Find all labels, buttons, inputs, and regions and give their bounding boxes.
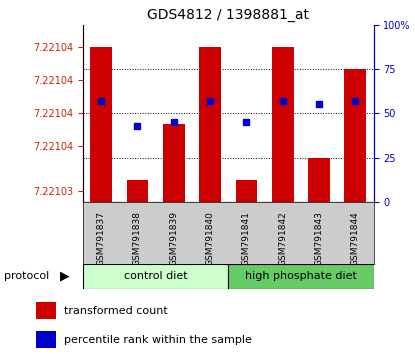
Text: GSM791840: GSM791840 [205, 211, 215, 266]
Bar [163, 124, 185, 202]
Bar [199, 47, 221, 202]
Bar [36, 331, 56, 348]
Text: GSM791843: GSM791843 [315, 211, 324, 266]
Text: GSM791837: GSM791837 [97, 211, 106, 266]
Bar [90, 47, 112, 202]
Text: GSM791844: GSM791844 [351, 211, 360, 266]
Text: percentile rank within the sample: percentile rank within the sample [64, 335, 251, 344]
Text: control diet: control diet [124, 271, 188, 281]
Text: transformed count: transformed count [64, 306, 168, 316]
FancyBboxPatch shape [228, 264, 374, 289]
Bar [308, 158, 330, 202]
Title: GDS4812 / 1398881_at: GDS4812 / 1398881_at [147, 8, 309, 22]
Text: protocol: protocol [4, 271, 49, 281]
Text: GSM791839: GSM791839 [169, 211, 178, 266]
Text: ▶: ▶ [59, 270, 69, 282]
Text: high phosphate diet: high phosphate diet [245, 271, 357, 281]
Bar [236, 180, 257, 202]
Text: GSM791841: GSM791841 [242, 211, 251, 266]
FancyBboxPatch shape [83, 264, 228, 289]
Text: GSM791842: GSM791842 [278, 211, 287, 266]
Bar [272, 47, 294, 202]
Bar [127, 180, 149, 202]
Text: GSM791838: GSM791838 [133, 211, 142, 266]
Bar [36, 302, 56, 319]
Bar [344, 69, 366, 202]
